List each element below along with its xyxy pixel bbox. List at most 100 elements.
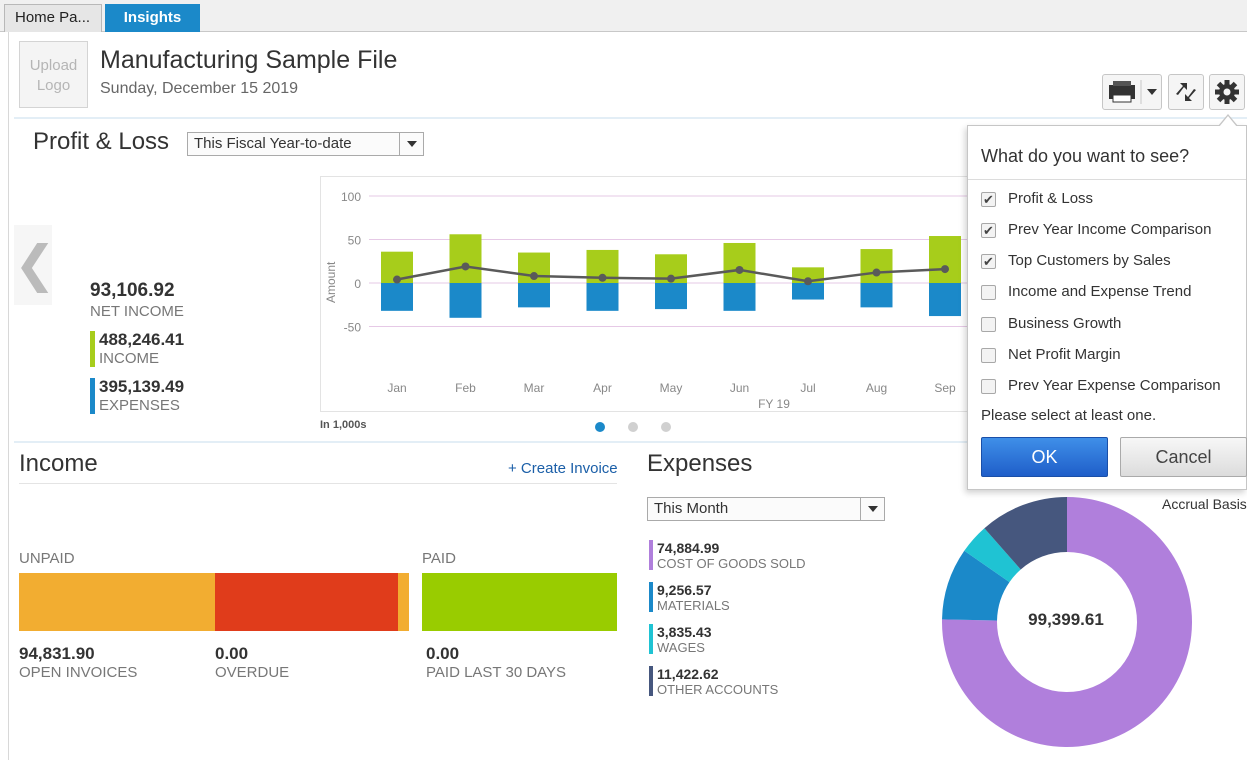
option-label: Top Customers by Sales <box>1008 252 1171 269</box>
donut-slice[interactable] <box>964 528 1021 583</box>
unpaid-label: UNPAID <box>19 550 75 567</box>
section-divider <box>14 441 1247 443</box>
checkbox-net-profit-margin[interactable] <box>981 348 996 363</box>
expenses-color-bar <box>90 378 95 414</box>
materials-label: MATERIALS <box>657 598 730 613</box>
net-income-point <box>872 268 881 277</box>
gear-icon <box>1215 80 1239 104</box>
x-tick-label: Jun <box>730 381 749 395</box>
overdue-label: OVERDUE <box>215 664 290 681</box>
checkbox-business-growth[interactable] <box>981 317 996 332</box>
chevron-down-icon <box>1147 89 1157 95</box>
expenses-donut-chart <box>942 497 1192 747</box>
previous-slide-button[interactable]: ❮ <box>14 225 56 305</box>
carousel-dot-3[interactable] <box>661 422 671 432</box>
y-axis-label: Amount <box>324 261 338 303</box>
paid-30-value: 0.00 <box>426 644 460 663</box>
report-date: Sunday, December 15 2019 <box>100 80 299 97</box>
donut-slice[interactable] <box>984 497 1067 570</box>
materials-color-bar <box>649 582 653 612</box>
other-accounts-value: 11,422.62 <box>657 666 719 682</box>
overdue-bar[interactable] <box>215 573 398 631</box>
upload-logo-button[interactable]: Upload Logo <box>19 41 88 108</box>
print-button[interactable] <box>1102 74 1162 110</box>
x-tick-label: May <box>660 381 683 395</box>
x-tick-label: Apr <box>593 381 612 395</box>
expenses-title: Expenses <box>647 450 753 477</box>
popup-pointer-inner <box>1219 116 1237 127</box>
pl-period-value: This Fiscal Year-to-date <box>194 135 352 152</box>
paid-label: PAID <box>422 550 456 567</box>
expense-bar <box>723 283 756 311</box>
net-income-point <box>804 277 812 286</box>
tab-bar: Home Pa... Insights <box>0 0 1247 32</box>
carousel-dot-1[interactable] <box>595 422 605 432</box>
tab-home-page[interactable]: Home Pa... <box>4 4 102 32</box>
expense-bar <box>586 283 619 311</box>
net-income-point <box>461 262 470 271</box>
net-income-point <box>530 272 538 281</box>
checkbox-profit-loss[interactable]: ✔ <box>981 192 996 207</box>
other-color-bar <box>649 666 653 696</box>
checkbox-income-expense-trend[interactable] <box>981 285 996 300</box>
income-bar <box>723 242 756 283</box>
expense-bar <box>655 283 687 310</box>
expense-bar <box>449 283 482 318</box>
open-invoices-bar-end <box>398 573 409 631</box>
option-label: Net Profit Margin <box>1008 346 1121 363</box>
expenses-period-select[interactable]: This Month <box>647 497 885 521</box>
open-invoices-bar[interactable] <box>19 573 215 631</box>
net-income-label: NET INCOME <box>90 303 184 320</box>
wages-label: WAGES <box>657 640 705 655</box>
net-income-point <box>598 273 607 282</box>
net-income-value: 93,106.92 <box>90 280 175 301</box>
expense-bar <box>929 283 961 317</box>
x-tick-label: Jul <box>800 381 815 395</box>
profit-loss-chart: 100 50 0 -50 Amount Jan Feb Mar Apr May Jun Jul Aug S… <box>320 176 981 412</box>
refresh-button[interactable] <box>1168 74 1204 110</box>
expenses-period-value: This Month <box>654 500 729 517</box>
option-label: Prev Year Expense Comparison <box>1008 377 1221 394</box>
pl-period-select[interactable]: This Fiscal Year-to-date <box>187 132 424 156</box>
create-invoice-link[interactable]: + Create Invoice <box>508 460 618 477</box>
net-income-point <box>393 275 401 284</box>
paid-30-label: PAID LAST 30 DAYS <box>426 664 567 681</box>
x-tick-label: Jan <box>387 381 406 395</box>
y-tick-label: 0 <box>354 277 361 291</box>
cogs-color-bar <box>649 540 653 570</box>
chevron-down-icon <box>399 133 423 155</box>
chevron-left-icon: ❮ <box>14 236 56 292</box>
profit-loss-chart-svg: 100 50 0 -50 Amount Jan Feb Mar Apr May Jun Jul Aug S… <box>324 190 981 411</box>
net-income-point <box>735 265 744 274</box>
upload-logo-label: Upload Logo <box>29 57 78 94</box>
net-income-point <box>667 274 675 283</box>
x-tick-label: Feb <box>455 381 476 395</box>
cogs-label: COST OF GOODS SOLD <box>657 556 806 571</box>
paid-bar[interactable] <box>422 573 617 631</box>
donut-slice[interactable] <box>942 550 1010 621</box>
option-label: Business Growth <box>1008 315 1122 332</box>
expense-bar <box>381 283 413 311</box>
cancel-button[interactable]: Cancel <box>1120 437 1247 477</box>
wages-value: 3,835.43 <box>657 624 712 640</box>
wages-color-bar <box>649 624 653 654</box>
carousel-dot-2[interactable] <box>628 422 638 432</box>
settings-button[interactable] <box>1209 74 1245 110</box>
x-tick-label: Sep <box>934 381 956 395</box>
net-income-point <box>941 265 949 274</box>
donut-slice[interactable] <box>942 497 1192 747</box>
expenses-value: 395,139.49 <box>99 377 185 396</box>
income-title: Income <box>19 450 98 477</box>
tab-insights[interactable]: Insights <box>105 4 200 32</box>
expenses-total: 99,399.61 <box>1028 610 1104 629</box>
ok-button[interactable]: OK <box>981 437 1108 477</box>
checkbox-prev-year-expense[interactable] <box>981 379 996 394</box>
checkbox-prev-year-income[interactable]: ✔ <box>981 223 996 238</box>
x-axis-label: FY 19 <box>758 397 790 411</box>
printer-icon <box>1109 80 1157 104</box>
income-bar <box>449 234 482 283</box>
expenses-label: EXPENSES <box>99 397 180 414</box>
checkbox-top-customers[interactable]: ✔ <box>981 254 996 269</box>
option-label: Prev Year Income Comparison <box>1008 221 1212 238</box>
header-divider <box>14 117 1247 119</box>
